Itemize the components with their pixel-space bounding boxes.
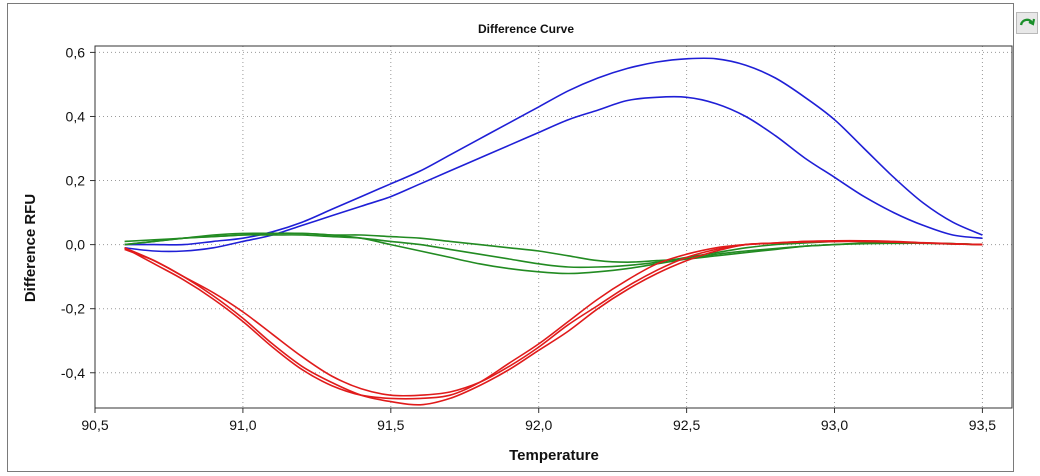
y-axis-label: Difference RFU — [22, 194, 39, 302]
series-group — [124, 57, 983, 406]
x-tick-label: 93,5 — [969, 417, 996, 433]
y-tick-label: 0,6 — [66, 44, 86, 60]
y-tick-label: 0,0 — [66, 237, 86, 253]
x-tick-label: 91,0 — [229, 417, 256, 433]
series-line-7 — [124, 239, 983, 397]
plot-area — [94, 45, 1013, 409]
chart-frame — [7, 3, 1014, 472]
x-tick-label: 92,5 — [673, 417, 700, 433]
y-tick-label: -0,4 — [61, 365, 85, 381]
grid-lines — [94, 46, 1012, 408]
series-line-2 — [124, 95, 983, 253]
x-tick-label: 92,0 — [525, 417, 552, 433]
x-axis-label: Temperature — [509, 447, 599, 464]
x-tick-label: 93,0 — [821, 417, 848, 433]
refresh-arrow-icon — [1019, 18, 1036, 26]
series-line-3 — [124, 232, 983, 264]
chart-title: Difference Curve — [478, 22, 574, 36]
series-line-1 — [124, 57, 983, 246]
series-line-8 — [124, 240, 983, 400]
x-tick-label: 91,5 — [377, 417, 404, 433]
y-tick-label: 0,4 — [66, 108, 86, 124]
axis-ticks: 90,5 91,0 91,5 92,0 92,5 93,0 93,5 -0,4 -0,2 0,0 0… — [61, 44, 996, 433]
x-tick-label: 90,5 — [81, 417, 108, 433]
refresh-button[interactable] — [1016, 12, 1038, 34]
y-tick-label: 0,2 — [66, 173, 86, 189]
y-tick-label: -0,2 — [61, 301, 85, 317]
series-line-5 — [124, 232, 983, 275]
